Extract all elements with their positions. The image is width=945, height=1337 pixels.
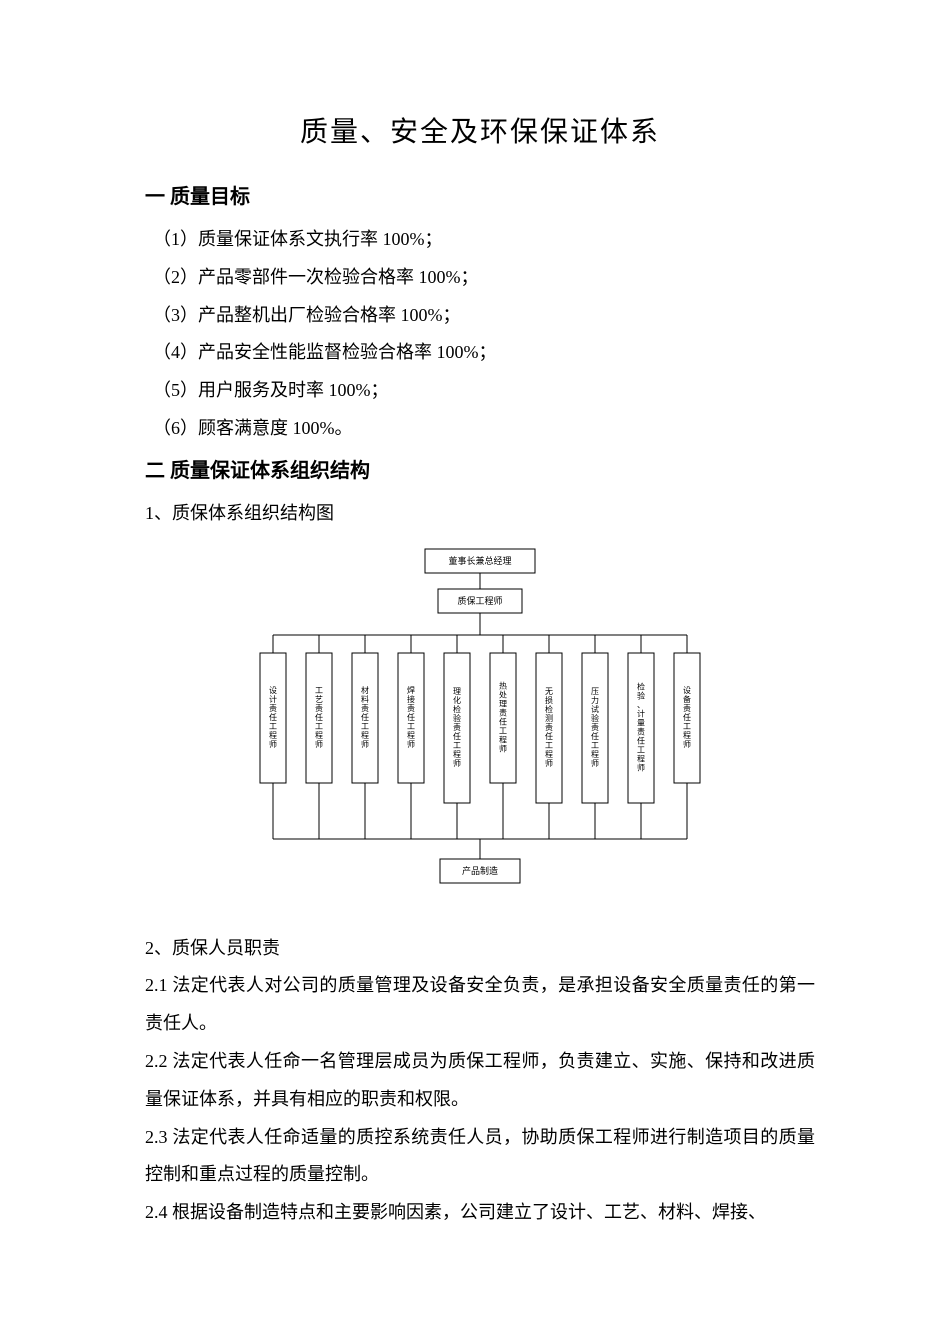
para-2-2: 2.2 法定代表人任命一名管理层成员为质保工程师，负责建立、实施、保持和改进质量… bbox=[145, 1043, 815, 1119]
goal-item: （5）用户服务及时率 100%； bbox=[153, 372, 815, 410]
svg-text:产品制造: 产品制造 bbox=[462, 865, 498, 876]
goal-item: （4）产品安全性能监督检验合格率 100%； bbox=[153, 334, 815, 372]
svg-text:无损检测责任工程师: 无损检测责任工程师 bbox=[545, 687, 553, 768]
section-2-sub2: 2、质保人员职责 bbox=[145, 930, 815, 968]
svg-text:设备责任工程师: 设备责任工程师 bbox=[683, 685, 691, 749]
svg-text:焊接责任工程师: 焊接责任工程师 bbox=[407, 685, 415, 749]
svg-text:压力试验责任工程师: 压力试验责任工程师 bbox=[591, 687, 599, 768]
goal-item: （1）质量保证体系文执行率 100%； bbox=[153, 221, 815, 259]
para-2-4: 2.4 根据设备制造特点和主要影响因素，公司建立了设计、工艺、材料、焊接、 bbox=[145, 1194, 815, 1232]
svg-text:热处理责任工程师: 热处理责任工程师 bbox=[499, 680, 507, 753]
section-2-sub1: 1、质保体系组织结构图 bbox=[145, 495, 815, 533]
svg-text:设计责任工程师: 设计责任工程师 bbox=[269, 685, 277, 749]
para-2-3: 2.3 法定代表人任命适量的质控系统责任人员，协助质保工程师进行制造项目的质量控… bbox=[145, 1119, 815, 1195]
goal-item: （3）产品整机出厂检验合格率 100%； bbox=[153, 297, 815, 335]
org-chart: 董事长兼总经理质保工程师设计责任工程师 工艺责任工程师 材料责任工程师 焊接责任工程师… bbox=[200, 543, 760, 908]
document-page: 质量、安全及环保保证体系 一 质量目标 （1）质量保证体系文执行率 100%； … bbox=[0, 0, 945, 1292]
page-title: 质量、安全及环保保证体系 bbox=[145, 110, 815, 150]
svg-text:材料责任工程师: 材料责任工程师 bbox=[361, 685, 369, 749]
para-2-1: 2.1 法定代表人对公司的质量管理及设备安全负责，是承担设备安全质量责任的第一责… bbox=[145, 967, 815, 1043]
svg-text:检验、计量责任工程师: 检验、计量责任工程师 bbox=[637, 681, 645, 772]
svg-text:工艺责任工程师: 工艺责任工程师 bbox=[315, 686, 323, 749]
section-2-heading: 二 质量保证体系组织结构 bbox=[145, 454, 815, 483]
svg-text:质保工程师: 质保工程师 bbox=[457, 595, 502, 606]
goal-item: （6）顾客满意度 100%。 bbox=[153, 410, 815, 448]
svg-text:理化检验责任工程师: 理化检验责任工程师 bbox=[453, 687, 461, 768]
goal-item: （2）产品零部件一次检验合格率 100%； bbox=[153, 259, 815, 297]
section-1-heading: 一 质量目标 bbox=[145, 180, 815, 209]
svg-text:董事长兼总经理: 董事长兼总经理 bbox=[448, 555, 511, 566]
